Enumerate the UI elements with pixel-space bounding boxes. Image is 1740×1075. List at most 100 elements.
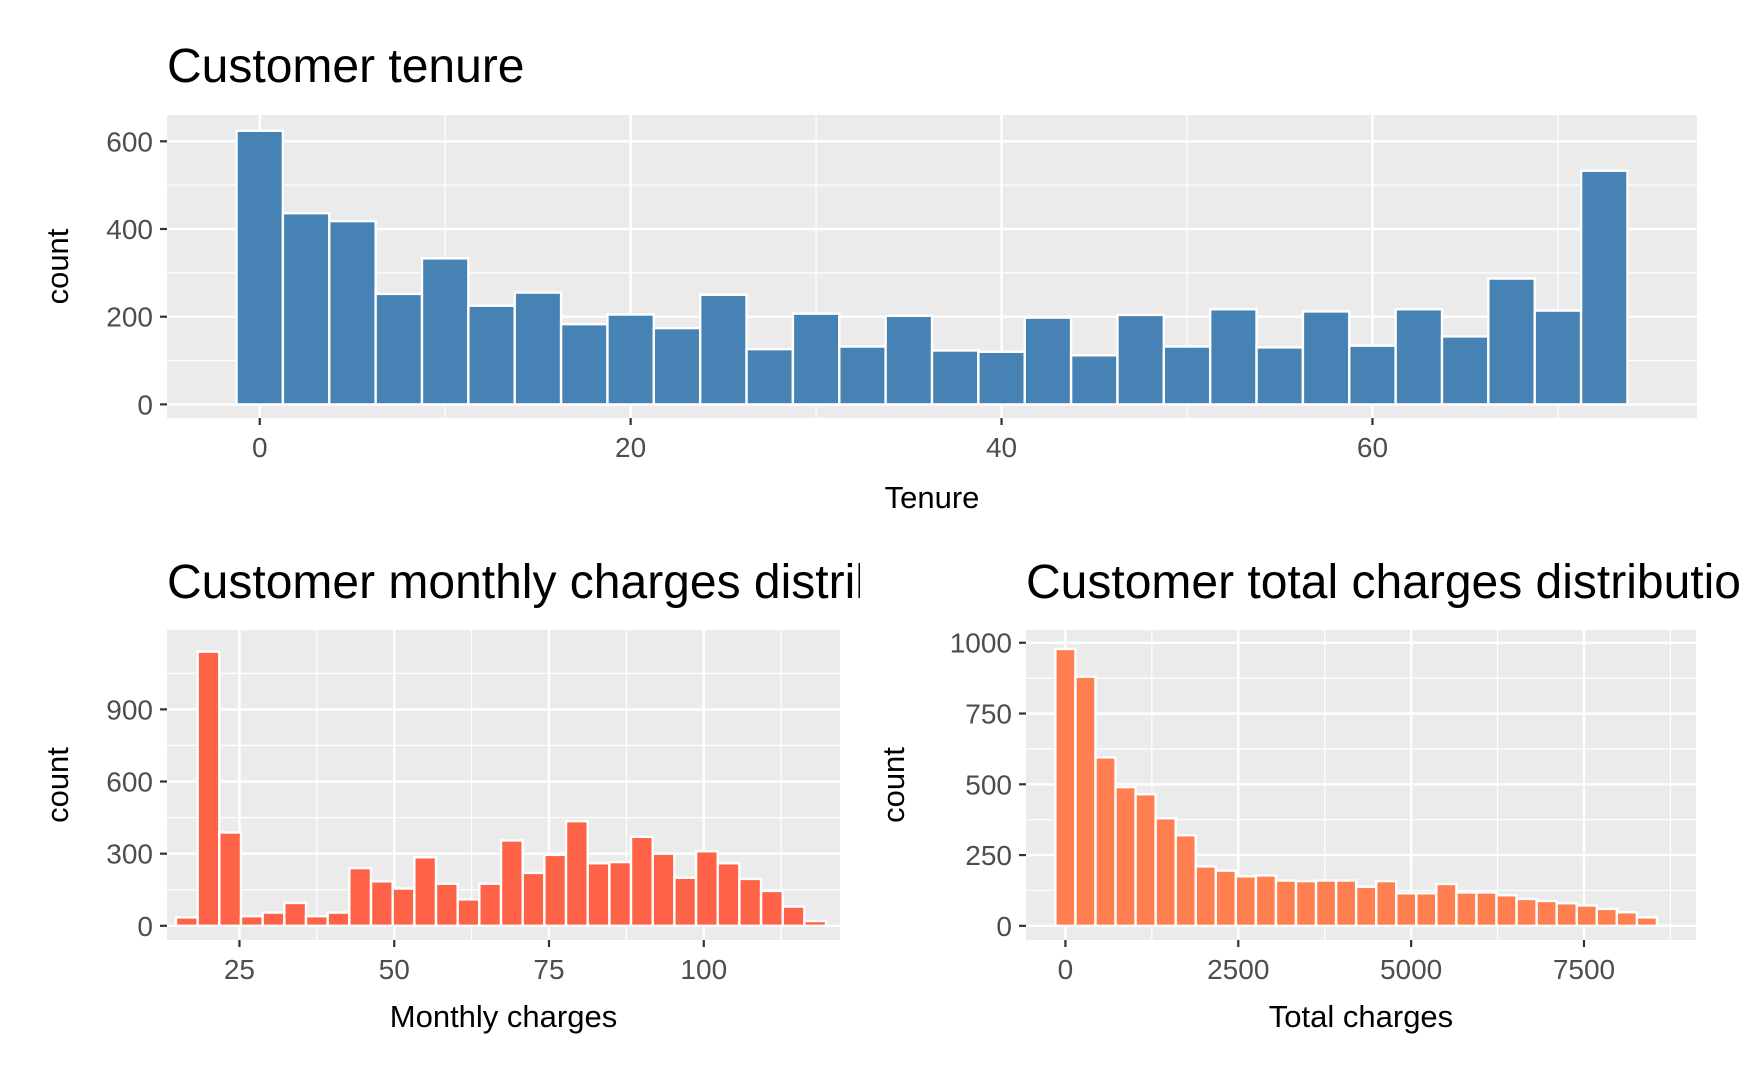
histogram-bar [1069,354,1119,406]
y-axis: 0 300 600 900 [106,694,167,942]
y-tick-label: 0 [137,911,153,942]
histogram-bar [1234,875,1258,928]
x-axis-label: Total charges [1269,999,1453,1034]
histogram-bar [235,129,285,406]
histogram-bar [716,862,741,928]
histogram-bar [434,882,459,928]
histogram-bar [1595,907,1619,928]
bars [235,129,1629,406]
total-charges-histogram-panel: Customer total charges distribution 0 250 5… [860,530,1740,1075]
histogram-bar [456,898,481,928]
histogram-bar [218,831,243,928]
histogram-bar [1074,675,1097,928]
histogram-bar [745,347,795,406]
histogram-bar [1635,916,1659,928]
x-tick-label: 5000 [1380,954,1442,985]
histogram-bar [803,919,828,928]
histogram-bar [1208,308,1258,406]
x-tick-label: 2500 [1207,954,1269,985]
histogram-bar [1054,647,1077,928]
histogram-bar [738,877,763,928]
histogram-bar [1455,891,1478,928]
y-tick-label: 300 [106,839,153,870]
x-tick-label: 40 [986,432,1017,463]
y-tick-label: 600 [106,126,153,157]
histogram-bar [1555,901,1578,928]
histogram-bar [759,889,784,928]
chart-title: Customer tenure [167,40,525,93]
histogram-bar [564,819,589,928]
x-tick-label: 0 [252,432,268,463]
histogram-bar [1394,308,1444,406]
histogram-bar [478,882,503,928]
histogram-bar [838,345,887,406]
histogram-bar [1354,885,1378,928]
histogram-bar [304,914,329,928]
y-axis-label: count [40,228,75,304]
histogram-bar [559,322,609,406]
histogram-bar [1301,310,1351,406]
tenure-histogram-panel: Customer tenure 0 200 400 600 0 20 40 60 Tenure co… [0,0,1740,530]
histogram-bar [1023,316,1073,406]
histogram-bar [1174,834,1197,928]
histogram-bar [196,650,221,928]
histogram-bar [1314,879,1338,928]
y-tick-label: 0 [137,389,153,420]
histogram-bar [977,350,1026,406]
y-tick-label: 900 [106,694,153,725]
histogram-bar [1094,756,1117,928]
histogram-bar [283,901,308,928]
histogram-bar [1134,793,1157,928]
histogram-bar [694,850,719,928]
histogram-bar [1435,882,1458,928]
bars [1054,647,1659,928]
histogram-bar [884,314,934,406]
histogram-bar [1274,879,1298,928]
histogram-bar [1395,892,1418,928]
histogram-bar [543,853,568,928]
x-tick-label: 0 [1058,954,1074,985]
histogram-bar [1535,899,1558,928]
histogram-bar [1254,874,1278,928]
histogram-bar [239,914,264,928]
histogram-bar [781,905,806,928]
histogram-bar [1515,897,1538,928]
bars [174,650,828,928]
histogram-bar [413,856,438,928]
y-axis: 0 250 500 750 1000 [950,628,1026,942]
x-tick-label: 75 [533,954,564,985]
y-axis-label: count [876,747,911,823]
y-axis: 0 200 400 600 [106,126,167,420]
y-tick-label: 250 [965,840,1012,871]
histogram-bar [608,860,633,928]
x-axis: 25 50 75 100 [224,940,727,985]
histogram-bar [467,304,516,406]
histogram-bar [651,852,676,928]
histogram-bar [1615,911,1639,928]
histogram-bar [391,887,416,928]
histogram-bar [586,862,611,928]
chart-title: Customer total charges distribution [1026,556,1740,609]
histogram-bar [698,293,748,406]
histogram-bar [374,292,424,406]
histogram-bar [1162,345,1212,406]
y-tick-label: 400 [106,214,153,245]
y-tick-label: 500 [965,769,1012,800]
y-tick-label: 600 [106,767,153,798]
histogram-bar [1475,891,1498,928]
x-tick-label: 50 [379,954,410,985]
chart-svg: Customer total charges distribution 0 250 5… [876,556,1740,1034]
histogram-bar [1487,277,1536,406]
histogram-bar [281,212,331,406]
histogram-bar [1294,879,1318,928]
histogram-bar [673,876,698,928]
x-tick-label: 7500 [1553,954,1615,985]
chart-svg: Customer tenure 0 200 400 600 0 20 40 60 Tenure co… [40,40,1697,515]
histogram-bar [513,291,563,406]
histogram-bar [174,916,199,928]
histogram-bar [652,326,702,406]
y-tick-label: 750 [965,699,1012,730]
histogram-bar [1533,309,1583,406]
y-tick-label: 1000 [950,628,1012,659]
x-tick-label: 25 [224,954,255,985]
